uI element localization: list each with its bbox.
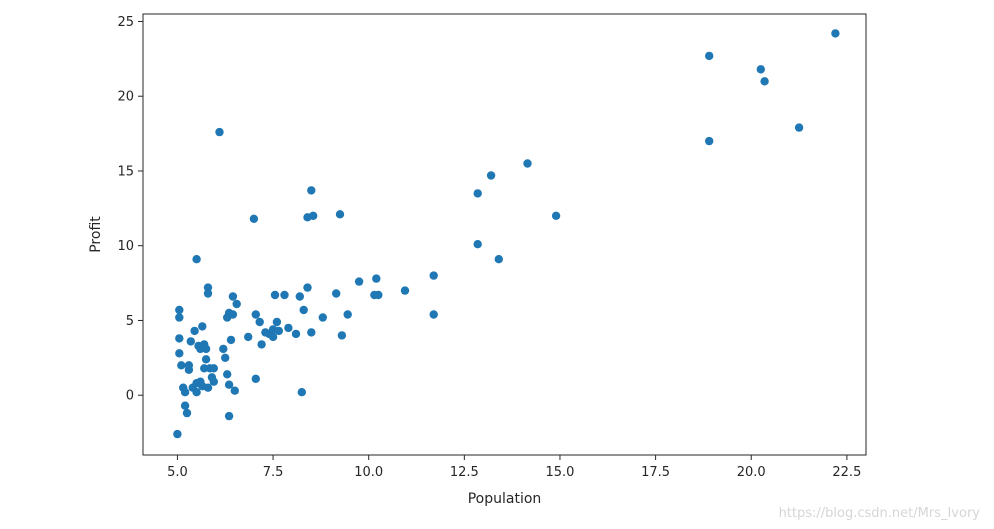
data-point [224,380,234,389]
data-point [760,77,769,86]
data-point [486,171,496,180]
watermark-text: https://blog.csdn.net/Mrs_Ivory [778,506,980,521]
x-tick-label: 7.5 [263,465,284,480]
data-point [299,305,308,315]
y-tick-label: 20 [117,90,134,105]
data-point [257,340,266,349]
data-point [175,334,184,343]
data-point [230,386,239,395]
data-point [284,323,293,333]
data-point [203,383,213,392]
data-point [705,136,714,146]
data-point [201,355,211,364]
data-point [494,255,503,264]
data-point [303,283,312,292]
data-point [203,289,213,298]
data-point [297,388,306,397]
data-point [177,361,186,370]
x-axis-ticks: 5.0 7.5 10.0 12.5 15.0 17.5 20.0 22.5 [167,455,861,480]
data-points [173,29,840,439]
data-point [318,313,327,322]
data-point [309,211,318,220]
data-point [209,377,218,386]
y-tick-label: 25 [117,15,134,30]
data-point [251,374,260,383]
data-point [295,292,304,301]
data-point [337,331,347,340]
data-point [209,364,218,373]
data-point [224,411,234,421]
x-tick-label: 20.0 [737,465,766,480]
data-point [223,370,232,379]
data-point [372,274,381,283]
data-point [251,310,260,319]
data-point [400,286,410,295]
data-point [232,299,241,309]
y-tick-label: 15 [117,164,134,179]
data-point [307,328,316,337]
plot-area [142,13,867,456]
data-point [270,290,280,300]
data-point [175,305,184,315]
x-tick-label: 10.0 [354,465,383,480]
data-point [429,310,438,319]
data-point [473,240,482,249]
data-point [184,365,194,374]
data-point [354,277,364,286]
data-point [221,353,230,362]
data-point [186,337,195,346]
data-point [173,429,182,439]
data-point [182,408,192,418]
data-point [192,388,201,397]
data-point [175,313,184,322]
data-point [226,335,236,345]
data-point [794,123,804,132]
data-point [244,332,253,342]
data-point [473,189,482,198]
y-tick-label: 5 [126,314,134,329]
y-tick-label: 10 [117,239,134,254]
data-point [291,329,301,339]
data-point [343,310,352,319]
data-point [551,211,561,220]
x-tick-label: 5.0 [167,465,188,480]
y-tick-label: 0 [126,389,134,404]
data-point [374,290,383,300]
data-point [180,401,190,410]
data-point [201,344,211,354]
data-point [335,210,345,219]
data-point [831,29,840,38]
data-point [523,159,532,168]
data-point [332,289,341,298]
data-point [274,326,283,336]
y-axis-label: Profit [88,216,104,253]
data-point [192,255,201,264]
data-point [198,322,207,331]
data-point [705,51,714,61]
x-tick-label: 15.0 [545,465,574,480]
data-point [215,127,224,137]
data-point [255,317,264,327]
x-axis-label: Population [468,491,542,507]
data-point [228,292,238,301]
x-tick-label: 17.5 [641,465,670,480]
data-point [272,317,282,327]
data-point [175,349,184,358]
data-point [307,186,316,195]
data-point [180,388,190,397]
data-point [429,271,438,280]
data-point [249,214,259,223]
data-point [203,283,213,292]
data-point [280,290,289,300]
x-tick-label: 12.5 [450,465,479,480]
data-point [219,344,228,354]
y-axis-ticks: 0 5 10 15 20 25 [117,15,143,404]
data-point [268,332,278,342]
data-point [228,310,238,319]
data-point [756,65,765,74]
data-point [190,326,199,336]
x-tick-label: 22.5 [832,465,861,480]
